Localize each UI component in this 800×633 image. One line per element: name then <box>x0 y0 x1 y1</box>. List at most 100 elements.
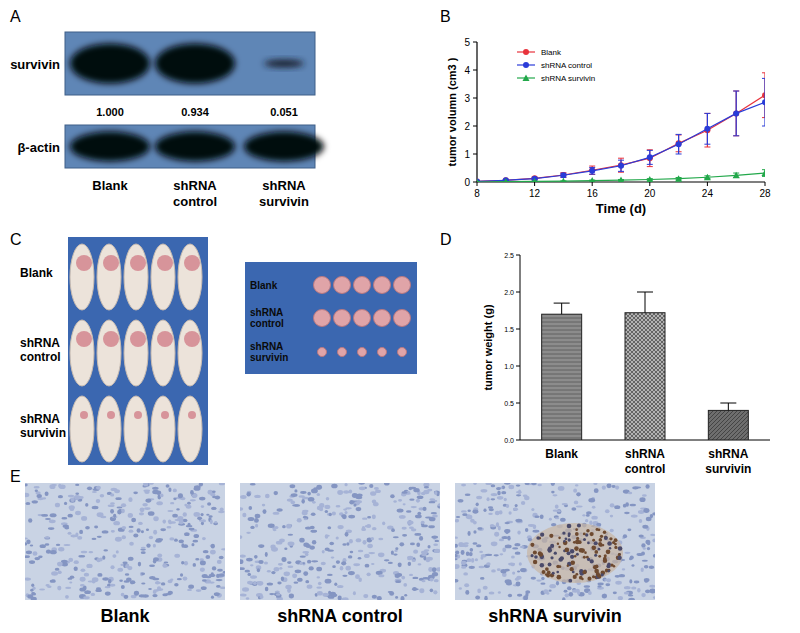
error-cap <box>676 134 682 135</box>
nucleus <box>467 515 472 520</box>
nucleus <box>178 493 183 498</box>
nucleus <box>461 510 467 512</box>
nucleus <box>287 588 291 593</box>
error-cap <box>647 164 653 165</box>
nucleus <box>201 586 207 590</box>
nucleus <box>217 560 222 564</box>
y-tick-label: 1.5 <box>504 326 514 333</box>
nucleus <box>149 564 155 567</box>
nucleus <box>25 502 30 505</box>
nucleus <box>96 499 101 503</box>
blot-band <box>244 132 324 162</box>
nucleus <box>50 513 57 517</box>
nucleus <box>199 497 205 501</box>
nucleus <box>116 550 119 553</box>
error-cap <box>589 174 595 175</box>
nucleus <box>240 567 245 570</box>
stained-cell <box>587 577 591 581</box>
nucleus <box>372 527 377 530</box>
stained-cell <box>599 539 602 542</box>
nucleus <box>131 518 136 522</box>
nucleus <box>511 555 515 558</box>
stained-cell <box>573 541 576 544</box>
nucleus <box>67 514 73 518</box>
nucleus <box>89 551 94 553</box>
y-tick <box>516 255 520 256</box>
nucleus <box>641 593 645 597</box>
nucleus <box>172 514 178 518</box>
nucleus <box>117 510 121 515</box>
nucleus <box>286 524 291 529</box>
nucleus <box>369 484 373 488</box>
stained-cell <box>580 548 585 553</box>
data-point <box>531 178 538 182</box>
stained-cell <box>575 573 578 576</box>
bar <box>708 410 748 440</box>
nucleus <box>367 544 373 548</box>
tumor <box>80 411 88 419</box>
nucleus <box>569 592 574 597</box>
group-label: shRNAsurvivin <box>250 341 288 363</box>
tumor <box>157 331 173 347</box>
group-label: Blank <box>250 280 278 291</box>
nucleus <box>212 491 216 493</box>
nucleus <box>85 503 88 507</box>
stained-cell <box>598 542 602 546</box>
mouse <box>178 320 202 386</box>
nucleus <box>409 574 413 576</box>
nucleus <box>303 543 309 547</box>
nucleus <box>393 553 397 555</box>
stained-cell <box>618 553 621 556</box>
nucleus <box>478 566 484 568</box>
nucleus <box>255 524 258 528</box>
nucleus <box>78 555 85 558</box>
blot-band <box>155 132 235 162</box>
nucleus <box>393 500 396 502</box>
mouse <box>97 244 121 310</box>
legend-marker <box>523 62 529 68</box>
nucleus <box>436 567 440 571</box>
nucleus <box>55 568 60 571</box>
nucleus <box>575 484 579 486</box>
nucleus <box>29 560 35 564</box>
y-tick-label: 1 <box>464 149 470 160</box>
nucleus <box>464 583 469 587</box>
data-point <box>704 174 711 181</box>
nucleus <box>255 514 261 518</box>
nucleus <box>40 544 46 548</box>
nucleus <box>203 550 209 553</box>
nucleus <box>455 579 458 583</box>
nucleus <box>604 579 608 581</box>
data-point <box>704 126 710 132</box>
excised-tumor <box>394 277 411 294</box>
nucleus <box>461 484 466 487</box>
nucleus <box>628 492 632 494</box>
y-tick <box>516 366 520 367</box>
nucleus <box>267 582 273 585</box>
nucleus <box>311 560 318 562</box>
lane-label: shRNAcontrol <box>173 178 217 209</box>
error-cap <box>618 158 624 159</box>
nucleus <box>117 568 123 572</box>
nucleus <box>45 584 49 587</box>
nucleus <box>421 525 428 528</box>
nucleus <box>432 567 437 572</box>
nucleus <box>343 490 349 493</box>
mouse <box>124 320 148 386</box>
data-point <box>618 163 624 169</box>
stained-cell <box>545 567 549 571</box>
excised-tumor <box>334 310 351 327</box>
stained-cell <box>556 571 559 574</box>
nucleus <box>558 486 565 491</box>
stained-cell <box>598 548 601 551</box>
nucleus <box>277 508 283 511</box>
y-axis-label: tumor weight (g) <box>482 304 494 390</box>
nucleus <box>88 580 94 582</box>
nucleus <box>191 543 194 546</box>
nucleus <box>336 560 340 564</box>
nucleus <box>174 538 178 541</box>
nucleus <box>480 577 485 580</box>
nucleus <box>142 503 148 506</box>
quantification: 0.934 <box>181 106 209 118</box>
nucleus <box>74 560 79 564</box>
